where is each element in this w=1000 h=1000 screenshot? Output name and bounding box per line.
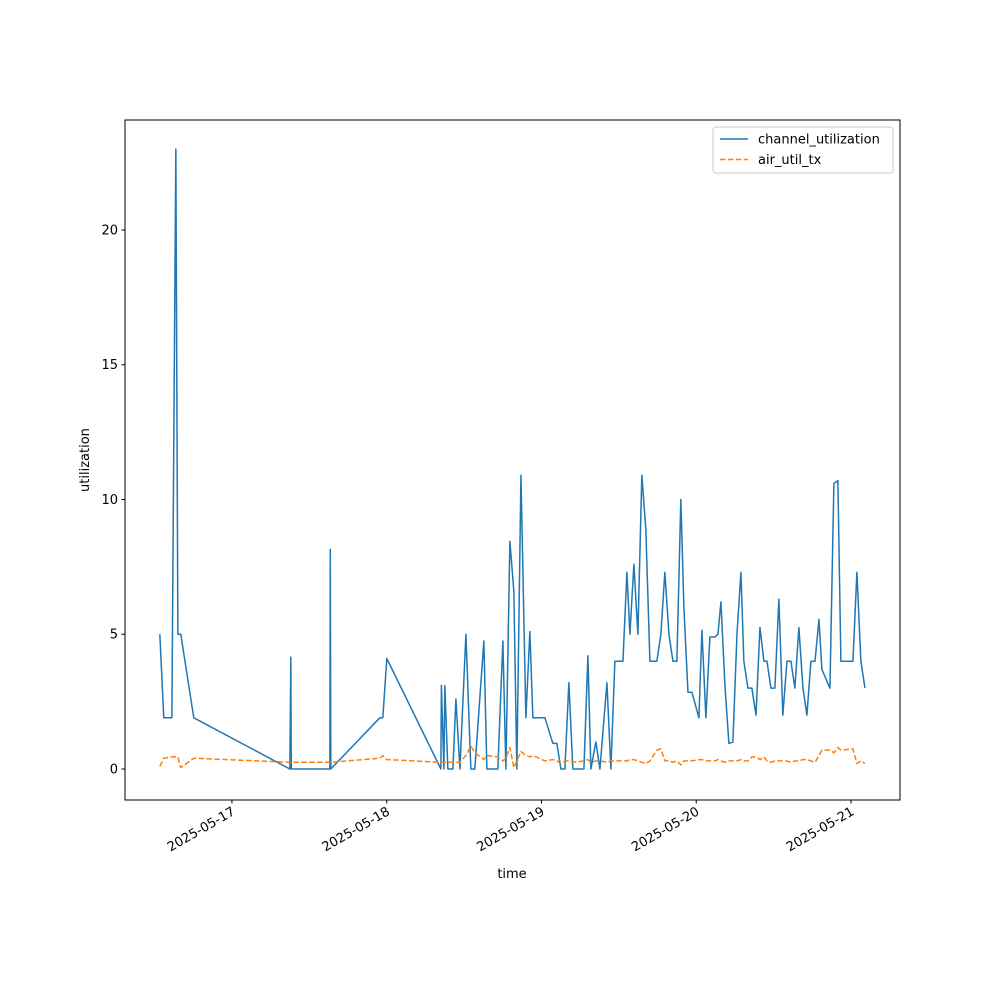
y-tick-label: 15	[101, 358, 118, 373]
series-line	[159, 745, 866, 769]
series-line	[159, 148, 866, 770]
plot-frame	[124, 119, 901, 801]
y-tick-label: 5	[110, 628, 118, 643]
y-tick-label: 20	[101, 223, 118, 238]
plot-lines	[159, 148, 866, 770]
x-axis-label: time	[497, 867, 526, 882]
y-tick-label: 0	[110, 763, 118, 778]
legend-box	[712, 126, 894, 174]
y-axis-label: utilization	[78, 428, 93, 492]
legend-label: air_util_tx	[758, 153, 822, 168]
y-tick-label: 10	[101, 493, 118, 508]
legend-label: channel_utilization	[758, 133, 880, 148]
